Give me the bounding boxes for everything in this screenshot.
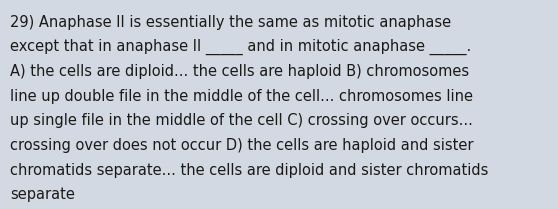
- Text: crossing over does not occur D) the cells are haploid and sister: crossing over does not occur D) the cell…: [10, 138, 474, 153]
- Text: separate: separate: [10, 187, 75, 202]
- Text: except that in anaphase II _____ and in mitotic anaphase _____.: except that in anaphase II _____ and in …: [10, 39, 472, 56]
- Text: chromatids separate... the cells are diploid and sister chromatids: chromatids separate... the cells are dip…: [10, 163, 488, 178]
- Text: 29) Anaphase II is essentially the same as mitotic anaphase: 29) Anaphase II is essentially the same …: [10, 15, 451, 30]
- Text: up single file in the middle of the cell C) crossing over occurs...: up single file in the middle of the cell…: [10, 113, 473, 128]
- Text: A) the cells are diploid... the cells are haploid B) chromosomes: A) the cells are diploid... the cells ar…: [10, 64, 469, 79]
- Text: line up double file in the middle of the cell... chromosomes line: line up double file in the middle of the…: [10, 89, 473, 104]
